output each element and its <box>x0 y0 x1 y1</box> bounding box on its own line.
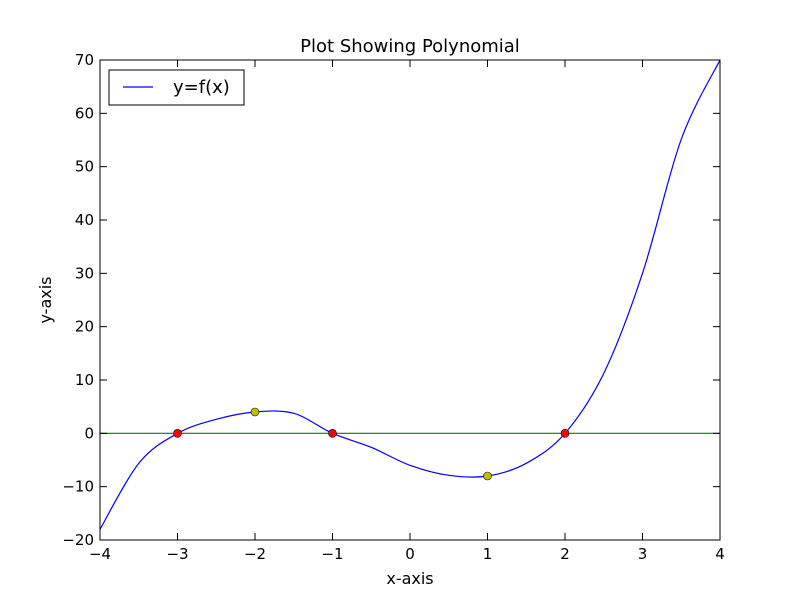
x-tick-label: 2 <box>560 545 570 563</box>
y-tick-label: 40 <box>75 211 94 229</box>
root-point <box>173 429 182 438</box>
y-tick-label: 70 <box>75 51 94 69</box>
y-tick-label: 30 <box>75 264 94 282</box>
legend: y=f(x) <box>108 69 245 106</box>
series-line-polynomial <box>100 60 720 530</box>
legend-entry-label: y=f(x) <box>173 77 230 98</box>
plot-area-background <box>100 60 720 540</box>
x-axis-label: x-axis <box>386 569 433 588</box>
y-tick-label: 0 <box>84 424 94 442</box>
x-tick-label: −3 <box>166 545 188 563</box>
y-tick-label: 50 <box>75 158 94 176</box>
y-tick-label: −20 <box>62 531 94 549</box>
x-tick-label: 0 <box>405 545 415 563</box>
root-point <box>560 429 570 438</box>
x-tick-label: −2 <box>244 545 266 563</box>
x-tick-label: 3 <box>638 545 648 563</box>
y-axis-label: y-axis <box>36 276 55 323</box>
y-tick-label: 20 <box>75 318 94 336</box>
y-tick-label: −10 <box>62 478 94 496</box>
chart-title: Plot Showing Polynomial <box>300 36 520 57</box>
x-tick-label: −4 <box>89 545 111 563</box>
y-tick-label: 60 <box>75 104 94 122</box>
x-tick-label: −1 <box>321 545 343 563</box>
y-tick-label: 10 <box>75 371 94 389</box>
x-tick-label: 1 <box>483 545 493 563</box>
critical-point <box>250 407 260 417</box>
marker-layer <box>173 407 570 481</box>
root-point <box>328 429 337 438</box>
critical-point <box>483 471 492 481</box>
data-layer <box>100 60 720 530</box>
x-tick-label: 4 <box>715 545 725 563</box>
